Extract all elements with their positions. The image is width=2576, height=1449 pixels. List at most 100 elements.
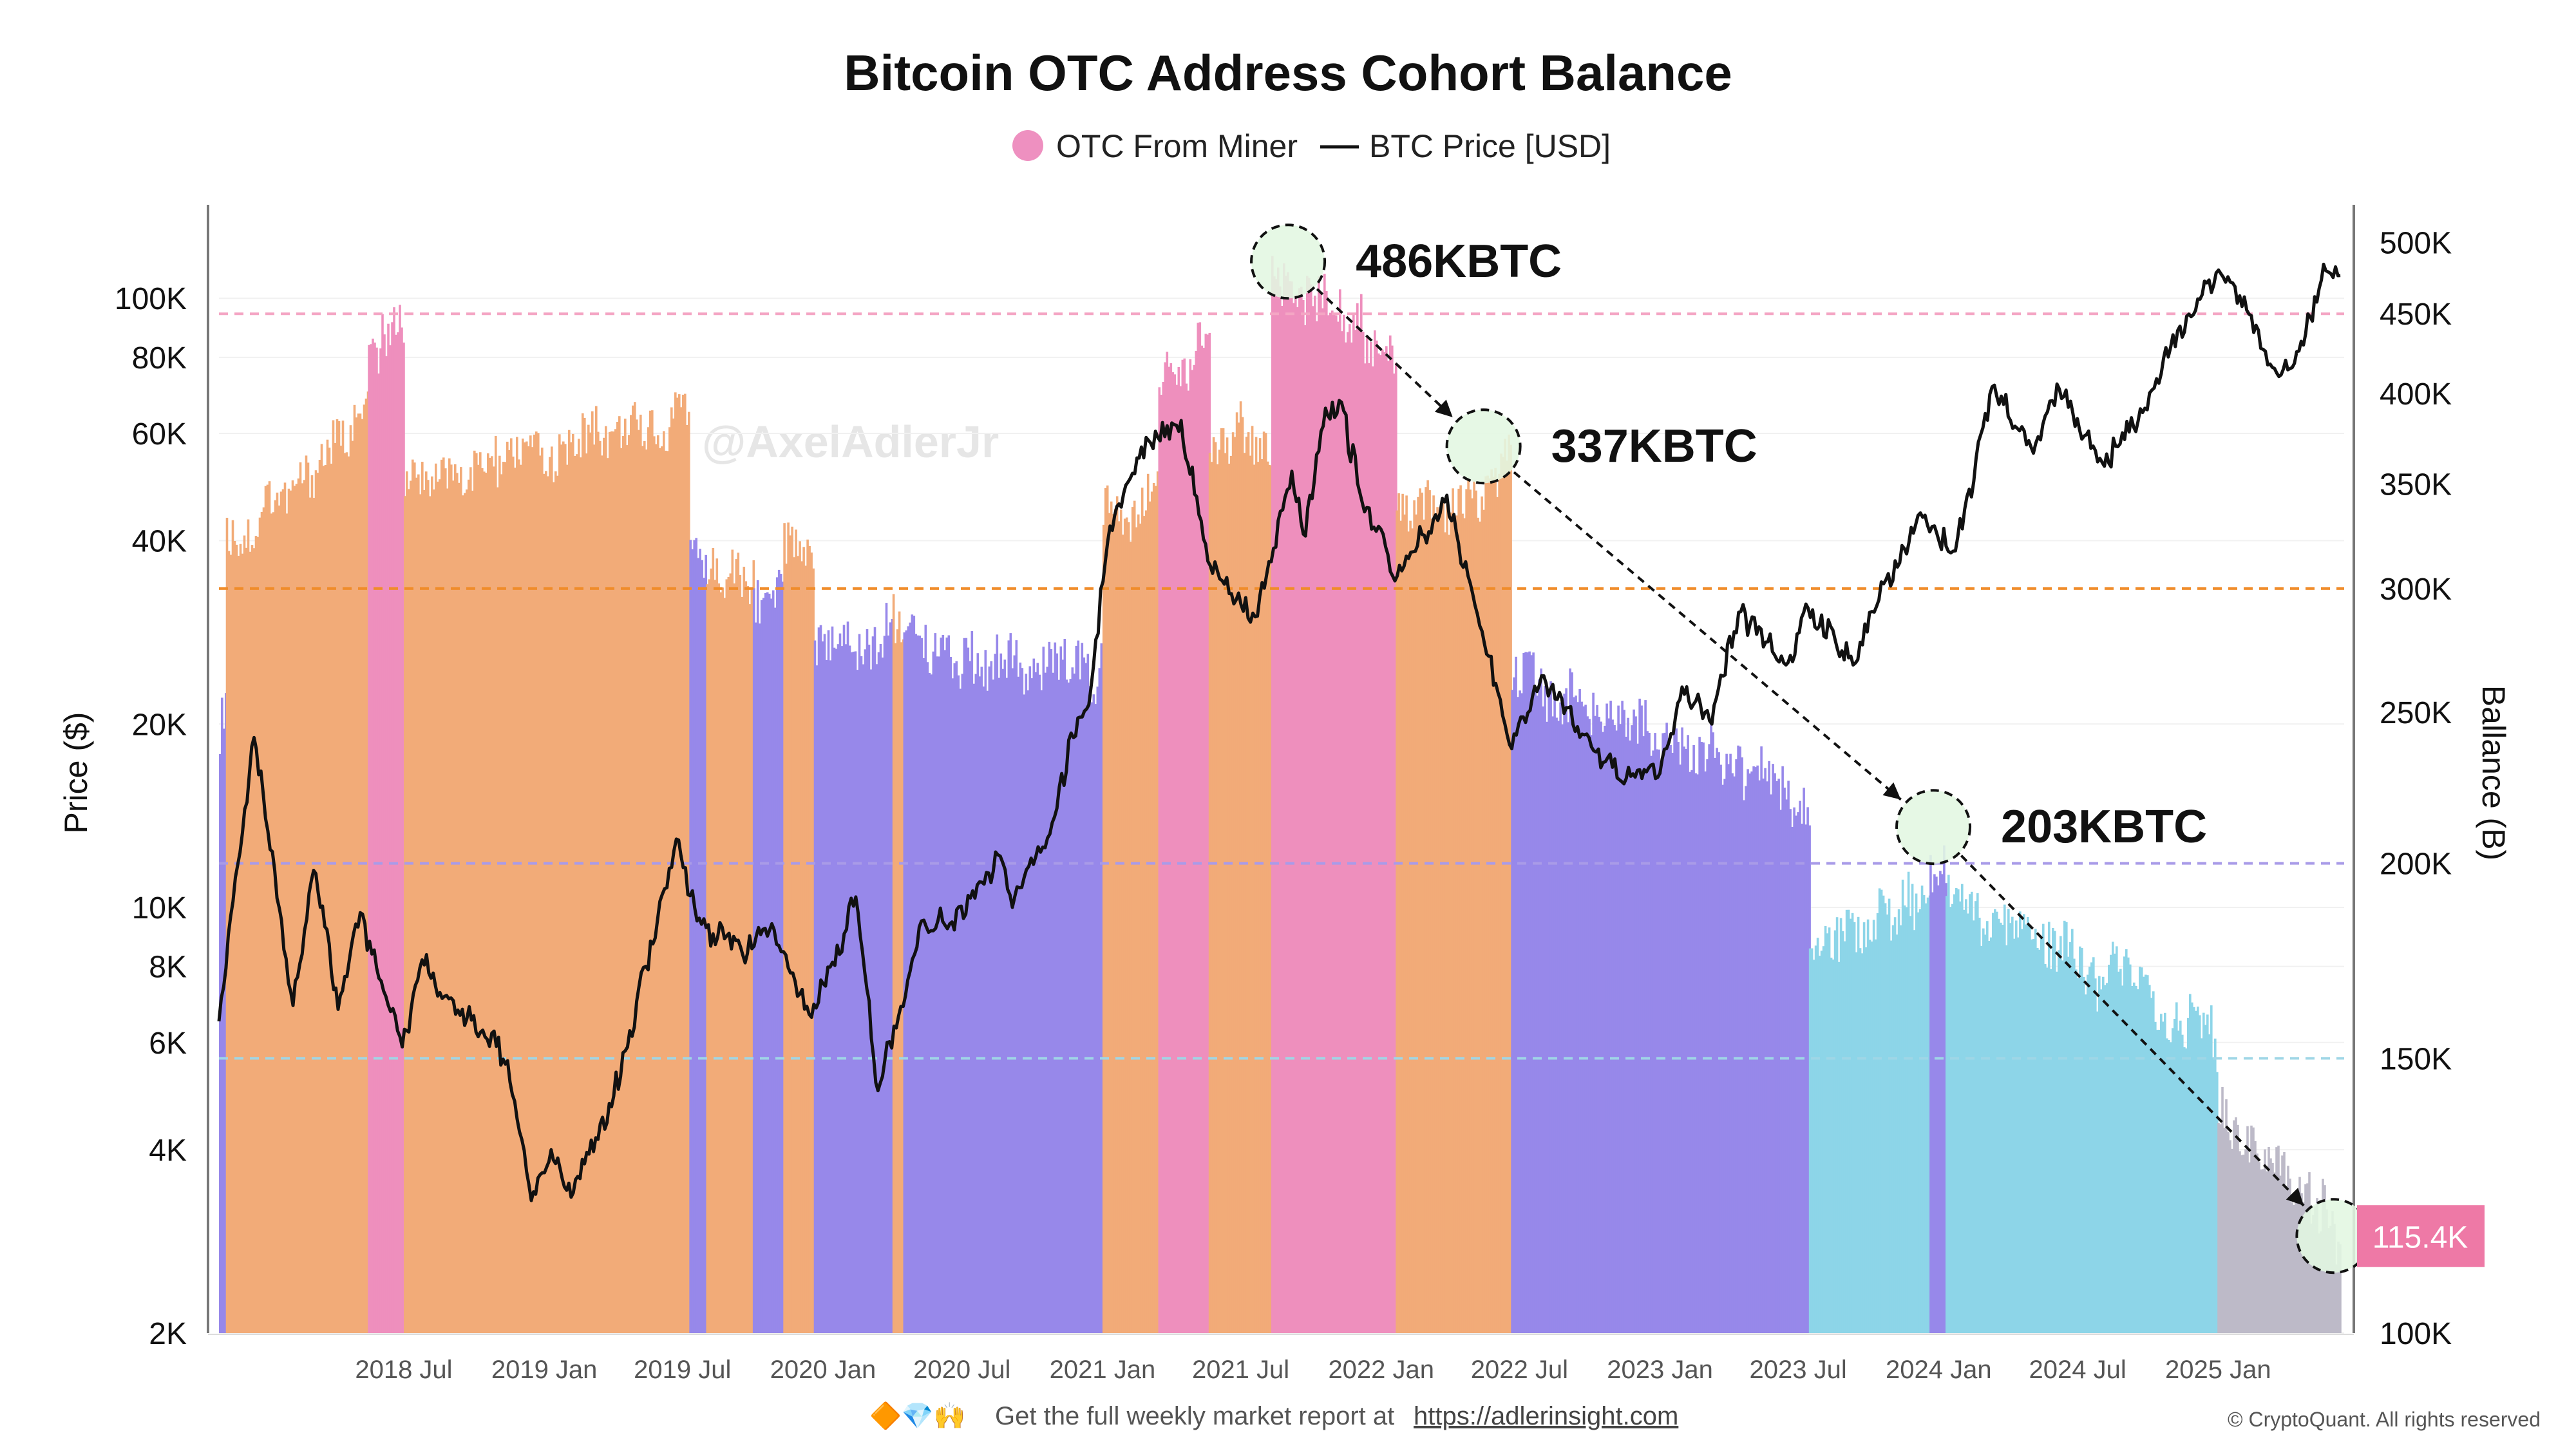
balance-bar [831,626,834,1333]
balance-bar [2206,1014,2209,1333]
balance-bar [368,345,370,1333]
balance-bar [1405,495,1408,1333]
highlight-circle [1250,223,1327,300]
balance-bar [2231,1148,2233,1333]
y-right-tick-label: 350K [2380,468,2452,502]
balance-bar [701,560,703,1334]
balance-bar [842,625,846,1334]
balance-bar [1700,742,1703,1333]
balance-bar [773,607,777,1333]
balance-bar [1888,898,1891,1333]
balance-bar [293,486,296,1333]
balance-bar [1150,491,1153,1333]
legend-item-btc-price[interactable]: BTC Price [USD] [1369,128,1611,164]
balance-bar [936,656,939,1333]
balance-bar [1378,353,1380,1333]
balance-segment-orange [1396,434,1512,1334]
balance-bar [2244,1149,2247,1333]
balance-bar [589,432,592,1333]
balance-bar [1634,716,1637,1333]
balance-bar [531,447,534,1334]
balance-bar [2164,1012,2166,1333]
balance-bar [314,470,317,1334]
balance-bar [1425,487,1427,1334]
balance-bar [2112,942,2114,1333]
balance-bar [270,513,273,1333]
balance-bar [454,464,457,1333]
balance-bar [1683,746,1685,1333]
balance-bar [1551,716,1554,1333]
balance-bar [1866,919,1870,1333]
footer-link[interactable]: https://adlerinsight.com [1414,1402,1678,1430]
balance-bar [714,580,717,1333]
balance-bar [1704,771,1707,1333]
y-right-tick-label: 400K [2380,377,2452,412]
balance-bar [1818,956,1821,1333]
balance-bar [986,690,989,1333]
balance-bar [1079,679,1082,1333]
balance-bar [1183,358,1186,1333]
balance-bar [2143,976,2145,1333]
balance-bar [1106,485,1109,1333]
balance-bar [1469,489,1472,1333]
balance-bar [1905,907,1908,1333]
balance-bar [1042,647,1045,1334]
balance-bar [889,622,892,1333]
balance-bar [1605,703,1608,1333]
balance-bar [417,474,420,1333]
balance-bar [1741,757,1743,1333]
balance-bar [2242,1154,2245,1333]
balance-bar [2110,954,2112,1333]
balance-bar [2191,1002,2193,1333]
balance-bar [2092,957,2095,1333]
balance-bar [1477,517,1479,1333]
balance-bar [1982,928,1985,1333]
balance-bar [808,546,811,1333]
balance-bar [1009,633,1012,1333]
balance-bar [343,453,346,1333]
balance-bar [1368,363,1370,1333]
y-right-tick-label: 250K [2380,696,2452,730]
balance-bars [219,256,2342,1334]
balance-bar [1273,276,1276,1334]
balance-bar [1915,893,1918,1333]
balance-bar [1352,314,1355,1334]
balance-bar [1104,488,1107,1333]
balance-bar [628,435,630,1333]
balance-segment-purple [903,614,1105,1334]
balance-bar [1926,897,1929,1333]
balance-bar [605,426,607,1334]
balance-bar [1463,518,1466,1333]
balance-bar [802,547,805,1333]
balance-bar [297,478,300,1333]
balance-bar [1517,697,1519,1333]
balance-bar [1023,694,1026,1333]
balance-bar [1048,641,1051,1333]
balance-bar [1723,779,1726,1333]
balance-bar [1660,764,1662,1333]
x-tick-label: 2023 Jul [1750,1356,1847,1384]
balance-bar [468,479,470,1333]
balance-bar [2054,931,2056,1333]
balance-bar [500,474,503,1333]
balance-bar [1198,322,1202,1333]
balance-bar [1580,701,1583,1333]
balance-bar [393,307,395,1334]
balance-bar [1810,948,1814,1333]
legend-item-otc-from-miner[interactable]: OTC From Miner [1056,128,1298,164]
balance-bar [1385,346,1388,1333]
balance-bar [1667,738,1670,1333]
balance-bar [2252,1127,2255,1333]
balance-bar [1594,715,1596,1333]
balance-bar [1929,855,1932,1333]
balance-bar [1774,773,1776,1333]
balance-bar [2121,985,2124,1333]
balance-bar [391,322,393,1333]
balance-bar [1287,272,1289,1334]
balance-bar [1063,639,1066,1333]
balance-bar [401,327,403,1333]
balance-bar [891,619,894,1333]
balance-bar [1015,640,1018,1333]
balance-bar [1935,876,1938,1333]
balance-bar [2031,939,2033,1333]
